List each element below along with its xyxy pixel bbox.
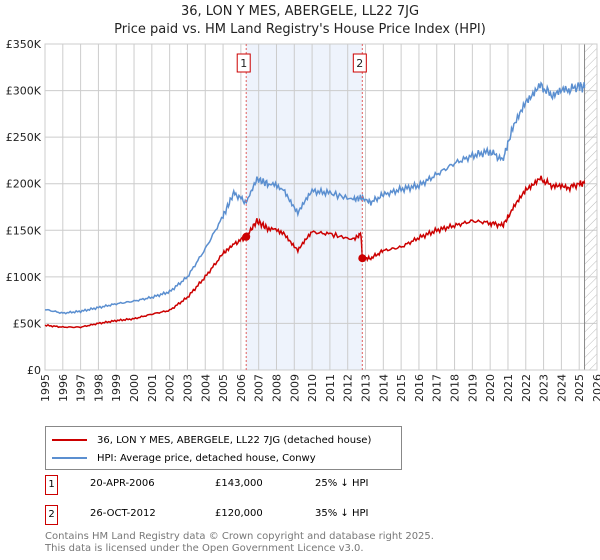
transaction-date: 26-OCT-2012 [90, 508, 156, 519]
plot-frame [44, 43, 598, 371]
sale-marker-box [352, 53, 367, 73]
x-tick-label: 2000 [128, 374, 141, 402]
marker-badge: 1 [45, 475, 58, 495]
forecast-hatch [584, 44, 597, 370]
x-tick-label: 2005 [217, 374, 230, 402]
y-tick-label: £0 [27, 364, 41, 377]
x-tick-label: 1996 [57, 374, 70, 402]
sale-period-shading [246, 44, 363, 370]
footer-line: This data is licensed under the Open Gov… [45, 543, 364, 554]
legend: 36, LON Y MES, ABERGELE, LL22 7JG (detac… [45, 426, 402, 470]
y-tick-label: £200K [6, 178, 42, 191]
sale-marker-label: 2 [356, 57, 363, 70]
x-tick-label: 2020 [484, 374, 497, 402]
marker-badge: 2 [45, 505, 58, 525]
chart-title: 36, LON Y MES, ABERGELE, LL22 7JG [180, 4, 420, 19]
sale-marker-label: 1 [240, 57, 247, 70]
x-tick-label: 2012 [342, 374, 355, 402]
transaction-price: £120,000 [215, 508, 263, 519]
x-tick-label: 2002 [164, 374, 177, 402]
x-tick-label: 1999 [110, 374, 123, 402]
x-tick-label: 1997 [75, 374, 88, 402]
chart-subtitle: Price paid vs. HM Land Registry's House … [114, 22, 486, 37]
x-tick-label: 2007 [253, 374, 266, 402]
y-tick-label: £250K [6, 131, 42, 144]
x-tick-label: 2015 [395, 374, 408, 402]
transaction-row: 1 20-APR-2006 £143,000 25% ↓ HPI [45, 475, 445, 495]
x-tick-label: 2019 [466, 374, 479, 402]
y-tick-label: £350K [6, 38, 42, 51]
x-tick-label: 2021 [502, 374, 515, 402]
x-tick-label: 2001 [146, 374, 159, 402]
y-tick-label: £100K [6, 271, 42, 284]
legend-label: HPI: Average price, detached house, Conw… [97, 452, 316, 464]
transaction-row: 2 26-OCT-2012 £120,000 35% ↓ HPI [45, 505, 445, 525]
property-price-line [44, 175, 586, 329]
x-tick-label: 2010 [306, 374, 319, 402]
sale-point [242, 232, 251, 241]
hpi-line [44, 81, 586, 315]
x-tick-label: 2024 [555, 374, 568, 402]
x-tick-label: 1995 [39, 374, 52, 402]
x-tick-label: 2014 [377, 374, 390, 402]
legend-label: 36, LON Y MES, ABERGELE, LL22 7JG (detac… [97, 434, 372, 446]
x-tick-label: 2003 [181, 374, 194, 402]
x-tick-label: 2017 [431, 374, 444, 402]
x-tick-label: 2008 [270, 374, 283, 402]
footer-line: Contains HM Land Registry data © Crown c… [45, 531, 434, 542]
x-tick-label: 2011 [324, 374, 337, 402]
transaction-hpi: 35% ↓ HPI [315, 508, 369, 519]
x-tick-label: 2018 [449, 374, 462, 402]
x-tick-label: 2006 [235, 374, 248, 402]
transaction-price: £143,000 [215, 478, 263, 489]
x-tick-label: 2013 [360, 374, 373, 402]
legend-item-hpi: HPI: Average price, detached house, Conw… [52, 451, 316, 465]
y-tick-label: £300K [6, 85, 42, 98]
sale-point [358, 254, 367, 263]
x-tick-label: 1998 [92, 374, 105, 402]
x-tick-label: 2025 [573, 374, 586, 402]
y-tick-label: £150K [6, 224, 42, 237]
x-tick-label: 2016 [413, 374, 426, 402]
chart-plot: 1995 1996 1997 1998 1999 2000 2001 2002 2003 2004… [6, 38, 600, 402]
sale-marker-box [236, 53, 251, 73]
x-tick-label: 2026 [591, 374, 600, 402]
x-tick-label: 2022 [520, 374, 533, 402]
transaction-hpi: 25% ↓ HPI [315, 478, 369, 489]
y-tick-label: £50K [13, 317, 42, 330]
x-tick-label: 2023 [538, 374, 551, 402]
x-tick-label: 2004 [199, 374, 212, 402]
transaction-date: 20-APR-2006 [90, 478, 155, 489]
footer: Contains HM Land Registry data © Crown c… [45, 531, 434, 555]
x-tick-label: 2009 [288, 374, 301, 402]
legend-item-property: 36, LON Y MES, ABERGELE, LL22 7JG (detac… [52, 433, 371, 447]
